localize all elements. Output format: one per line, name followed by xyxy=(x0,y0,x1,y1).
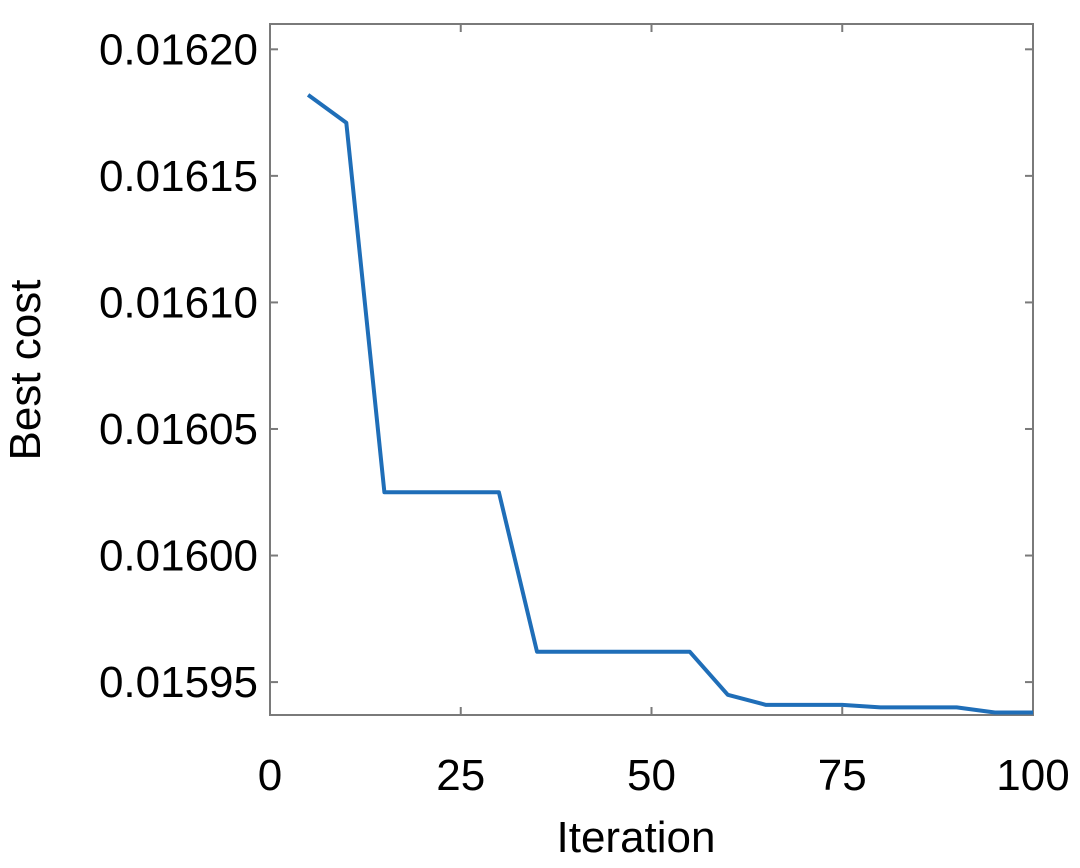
plot-area xyxy=(269,23,1034,716)
y-axis-label: Best cost xyxy=(1,280,50,461)
x-tick-label: 0 xyxy=(258,751,282,800)
x-axis-ticks: 0 25 50 75 100 xyxy=(258,24,1070,800)
y-tick-label: 0.01600 xyxy=(99,532,258,581)
series-layer xyxy=(306,93,1033,715)
x-axis-label: Iteration xyxy=(557,813,716,862)
y-axis-ticks: 0.01595 0.01600 0.01605 0.01610 0.01615 0.016… xyxy=(99,25,1033,707)
y-tick-label: 0.01615 xyxy=(99,152,258,201)
x-tick-label: 25 xyxy=(436,751,485,800)
x-tick-label: 50 xyxy=(627,751,676,800)
x-tick-label: 100 xyxy=(996,751,1069,800)
y-tick-label: 0.01605 xyxy=(99,405,258,454)
x-tick-label: 75 xyxy=(818,751,867,800)
y-tick-label: 0.01610 xyxy=(99,278,258,327)
series-line xyxy=(306,93,1033,715)
y-tick-label: 0.01620 xyxy=(99,25,258,74)
y-tick-label: 0.01595 xyxy=(99,658,258,707)
